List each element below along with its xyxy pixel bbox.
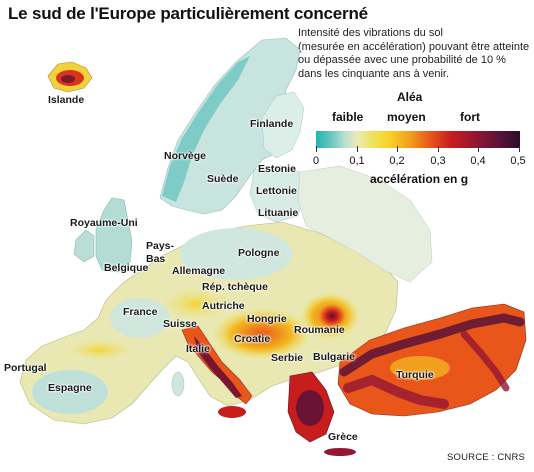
description-line: Intensité des vibrations du sol xyxy=(298,27,443,39)
label-serbie: Serbie xyxy=(271,352,304,364)
legend-color-ramp xyxy=(316,131,520,148)
sardinia-shape xyxy=(171,371,185,397)
label-pays-bas: Pays-Bas xyxy=(146,240,175,265)
italy-apennines-shape xyxy=(194,336,242,398)
label-suisse: Suisse xyxy=(163,318,197,330)
label-grece: Grèce xyxy=(328,431,358,443)
iberia-low-hazard xyxy=(32,370,108,414)
finland-shape xyxy=(261,91,305,159)
ireland-shape xyxy=(73,229,95,263)
label-lituanie: Lituanie xyxy=(258,207,299,219)
label-allemagne: Allemagne xyxy=(172,265,226,277)
label-islande: Islande xyxy=(48,94,85,106)
source-credit: SOURCE : CNRS xyxy=(447,452,526,463)
legend-tick-label: 0,2 xyxy=(389,155,405,167)
legend-tick-mark xyxy=(316,146,317,152)
description-line: dans les cinquante ans à venir. xyxy=(298,67,450,80)
legend-category-low: faible xyxy=(332,110,364,124)
legend-tick-label: 0,5 xyxy=(510,155,526,167)
iceland-shape xyxy=(47,61,93,93)
legend-tick-label: 0 xyxy=(312,155,320,167)
crete-shape xyxy=(324,448,356,456)
north-plain-low-hazard xyxy=(180,228,292,280)
label-lettonie: Lettonie xyxy=(256,185,297,197)
description-line: (mesurée en accélération) pouvant être a… xyxy=(298,40,530,53)
western-anatolia-hazard xyxy=(343,374,449,409)
label-rep-tcheque: Rép. tchèque xyxy=(202,281,268,293)
east-anatolian-fault xyxy=(460,330,510,392)
alps-moderate-hazard xyxy=(156,286,236,322)
legend-tick-label: 0,1 xyxy=(349,155,365,167)
map-description: Intensité des vibrations du sol (mesurée… xyxy=(298,27,530,81)
legend-tick-label: 0,3 xyxy=(430,155,446,167)
label-croatie: Croatie xyxy=(234,333,271,345)
label-espagne: Espagne xyxy=(48,382,92,394)
legend-title: Aléa xyxy=(397,90,423,104)
label-hongrie: Hongrie xyxy=(247,313,287,325)
pyrenees-moderate-hazard xyxy=(62,338,138,362)
sicily-shape xyxy=(218,406,246,418)
label-bulgarie: Bulgarie xyxy=(313,351,356,363)
legend-tick-mark xyxy=(397,146,398,152)
label-turquie: Turquie xyxy=(396,369,434,381)
label-italie: Italie xyxy=(186,343,210,355)
legend-tick-mark xyxy=(357,146,358,152)
label-pologne: Pologne xyxy=(238,247,280,259)
legend-unit: accélération en g xyxy=(370,172,469,186)
label-portugal: Portugal xyxy=(4,362,47,374)
legend-tick-label: 0,4 xyxy=(470,155,486,167)
uk-shape xyxy=(95,197,133,273)
balkans-moderate-hazard xyxy=(212,308,312,360)
legend-tick-mark xyxy=(438,146,439,152)
label-belgique: Belgique xyxy=(104,262,149,274)
label-autriche: Autriche xyxy=(202,300,245,312)
eastern-europe-shape xyxy=(297,165,433,283)
vrancea-very-high-hazard xyxy=(316,302,348,330)
baltic-states-shape xyxy=(249,165,305,223)
label-royaume-uni: Royaume-Uni xyxy=(70,217,138,229)
legend-category-medium: moyen xyxy=(387,110,426,124)
legend-category-high: fort xyxy=(460,110,480,124)
label-finlande: Finlande xyxy=(250,118,294,130)
label-suede: Suède xyxy=(207,173,239,185)
legend-tick-mark xyxy=(478,146,479,152)
description-line: ou dépassée avec une probabilité de 10 % xyxy=(298,54,506,66)
norway-coast-shape xyxy=(162,56,250,202)
greece-very-high-hazard xyxy=(296,390,324,426)
map-title: Le sud de l'Europe particulièrement conc… xyxy=(8,4,368,23)
label-norvege: Norvège xyxy=(164,150,207,162)
label-france: France xyxy=(123,306,158,318)
central-anatolia-moderate xyxy=(390,356,450,380)
label-estonie: Estonie xyxy=(258,163,296,175)
legend-tick-mark xyxy=(519,146,520,152)
label-roumanie: Roumanie xyxy=(294,324,345,336)
north-anatolian-fault xyxy=(339,313,525,377)
france-low-hazard xyxy=(110,298,170,338)
